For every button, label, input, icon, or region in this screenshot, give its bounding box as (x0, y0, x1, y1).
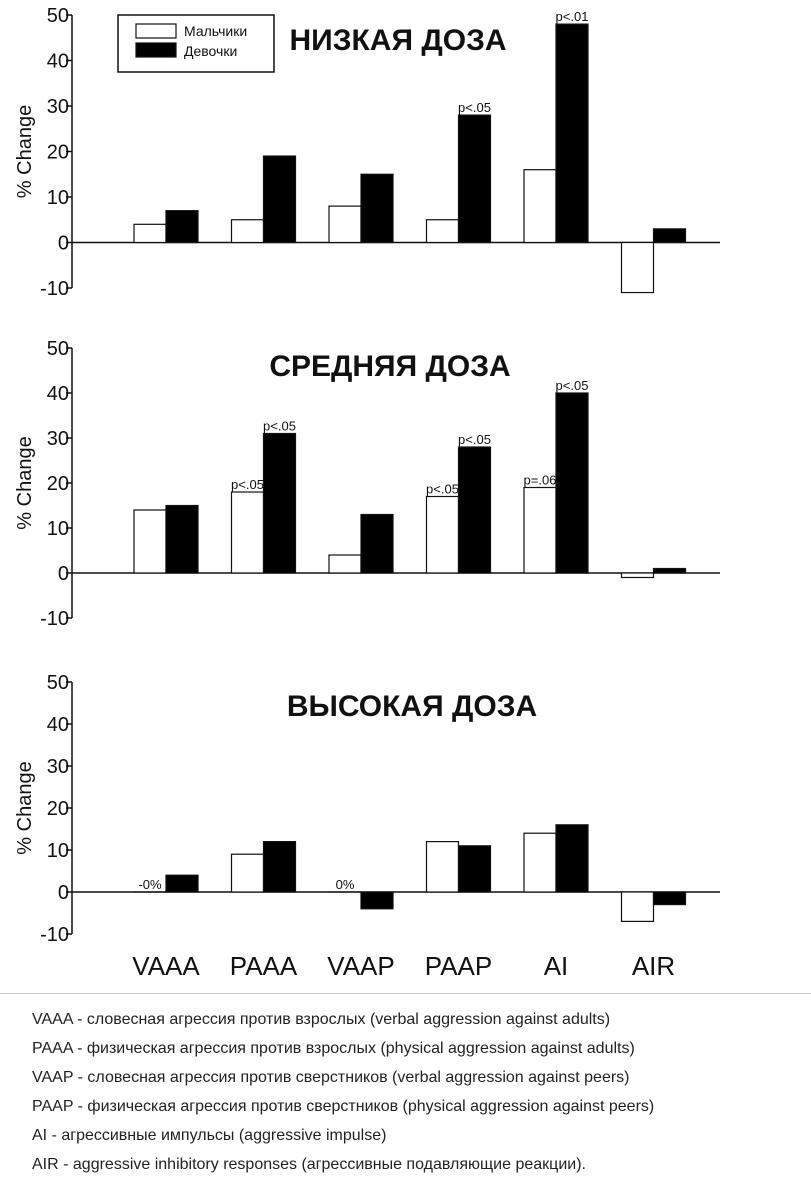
bar-paaa-boys (230, 491, 265, 574)
y-tick-label: -10 (40, 924, 69, 946)
y-tick-label: -10 (40, 608, 69, 630)
y-axis-label: % Change (14, 761, 36, 854)
y-tick-label: 50 (47, 672, 69, 694)
y-tick-label: 20 (47, 142, 69, 164)
legend-label-boys: Мальчики (184, 23, 247, 39)
y-tick-label: 10 (47, 518, 69, 540)
significance-label: p<.05 (426, 482, 459, 497)
legend-swatch-girls (135, 42, 177, 58)
bar-air-girls (652, 891, 687, 906)
panel-title: СРЕДНЯЯ ДОЗА (269, 350, 510, 383)
significance-label: -0% (138, 877, 162, 892)
x-category-label-ai: AI (544, 951, 569, 981)
bar-vaaa-boys (133, 223, 167, 244)
abbreviation-paaa: PAAA - физическая агрессия против взросл… (32, 1040, 635, 1057)
legend-label-girls: Девочки (184, 43, 237, 59)
y-tick-label: 40 (47, 714, 69, 736)
abbreviation-vaap: VAAP - словесная агрессия против сверстн… (32, 1069, 630, 1086)
bar-vaap-girls (360, 513, 394, 574)
bar-vaap-girls (360, 891, 394, 910)
x-category-label-air: AIR (632, 951, 675, 981)
significance-label: 0% (336, 877, 355, 892)
significance-label: p=.06 (524, 473, 557, 488)
y-tick-label: 0 (58, 882, 69, 904)
x-category-label-paap: PAAP (425, 951, 492, 981)
bar-paap-girls (457, 446, 492, 574)
significance-label: p<.05 (556, 378, 589, 393)
bar-paaa-boys (230, 219, 265, 244)
significance-label: p<.05 (263, 419, 296, 434)
chart-panel-1: -10 0 10 20 30 40 50 % Change НИЗКАЯ ДОЗА p<.05 p<… (14, 5, 720, 300)
y-tick-label: 0 (58, 233, 69, 255)
chart-panel-3: -10 0 10 20 30 40 50 % Change ВЫСОКАЯ ДОЗА -0% 0% (14, 672, 720, 946)
abbreviation-vaaa: VAAA - словесная агрессия против взрослы… (32, 1011, 611, 1028)
y-tick-label: 20 (47, 798, 69, 820)
y-tick-label: 30 (47, 428, 69, 450)
bar-air-boys (620, 241, 655, 294)
bar-air-girls (652, 228, 687, 244)
bar-ai-boys (523, 169, 557, 244)
bar-air-boys (620, 891, 655, 922)
bar-ai-girls (555, 824, 589, 893)
bar-paaa-boys (230, 853, 265, 893)
bar-paap-girls (457, 845, 492, 893)
bar-vaaa-boys (133, 509, 167, 574)
significance-label: p<.01 (556, 9, 589, 24)
bar-vaaa-girls (165, 210, 199, 244)
chart-panel-2: -10 0 10 20 30 40 50 % Change СРЕДНЯЯ ДОЗА p<.05 p… (14, 338, 720, 630)
abbreviation-paap: PAAP - физическая агрессия против сверст… (32, 1098, 655, 1115)
bar-ai-boys (523, 486, 557, 574)
x-category-label-vaaa: VAAA (132, 951, 200, 981)
y-tick-label: -10 (40, 278, 69, 300)
legend: Мальчики Девочки (117, 14, 275, 73)
y-tick-label: 50 (47, 338, 69, 360)
bar-ai-girls (555, 392, 589, 574)
panel-title: ВЫСОКАЯ ДОЗА (287, 690, 537, 723)
y-axis-label: % Change (14, 436, 36, 529)
y-tick-label: 10 (47, 187, 69, 209)
bar-vaaa-girls (165, 504, 199, 574)
y-tick-label: 0 (58, 563, 69, 585)
bar-paap-girls (457, 114, 492, 244)
legend-swatch-boys (135, 23, 177, 39)
significance-label: p<.05 (458, 100, 491, 115)
bar-paaa-girls (262, 432, 297, 574)
y-tick-label: 20 (47, 473, 69, 495)
abbreviation-list: VAAA - словесная агрессия против взрослы… (32, 1005, 802, 1179)
bar-ai-girls (555, 23, 589, 244)
bar-paap-boys (425, 840, 460, 893)
significance-label: p<.05 (231, 477, 264, 492)
bar-paap-boys (425, 219, 460, 244)
bar-paap-boys (425, 495, 460, 574)
abbreviation-ai: AI - агрессивные импульсы (aggressive im… (32, 1127, 387, 1144)
bar-vaap-boys (328, 554, 362, 574)
y-axis-label: % Change (14, 105, 36, 198)
bar-air-boys (620, 572, 655, 579)
y-tick-label: 10 (47, 840, 69, 862)
x-category-label-paaa: PAAA (230, 951, 298, 981)
bar-ai-boys (523, 832, 557, 893)
x-category-label-vaap: VAAP (327, 951, 394, 981)
bar-air-girls (652, 567, 687, 574)
y-tick-label: 50 (47, 5, 69, 27)
y-tick-label: 30 (47, 756, 69, 778)
bar-vaaa-girls (165, 874, 199, 893)
y-tick-label: 30 (47, 96, 69, 118)
y-tick-label: 40 (47, 51, 69, 73)
bar-paaa-girls (262, 840, 297, 893)
bar-paaa-girls (262, 155, 297, 244)
charts-area: -10 0 10 20 30 40 50 % Change НИЗКАЯ ДОЗА p<.05 p<… (14, 5, 720, 981)
y-tick-label: 40 (47, 383, 69, 405)
abbreviation-air: AIR - aggressive inhibitory responses (а… (32, 1156, 586, 1173)
significance-label: p<.05 (458, 432, 491, 447)
panel-title: НИЗКАЯ ДОЗА (289, 24, 506, 57)
bar-vaap-girls (360, 173, 394, 244)
divider (0, 993, 811, 994)
bar-vaap-boys (328, 205, 362, 244)
